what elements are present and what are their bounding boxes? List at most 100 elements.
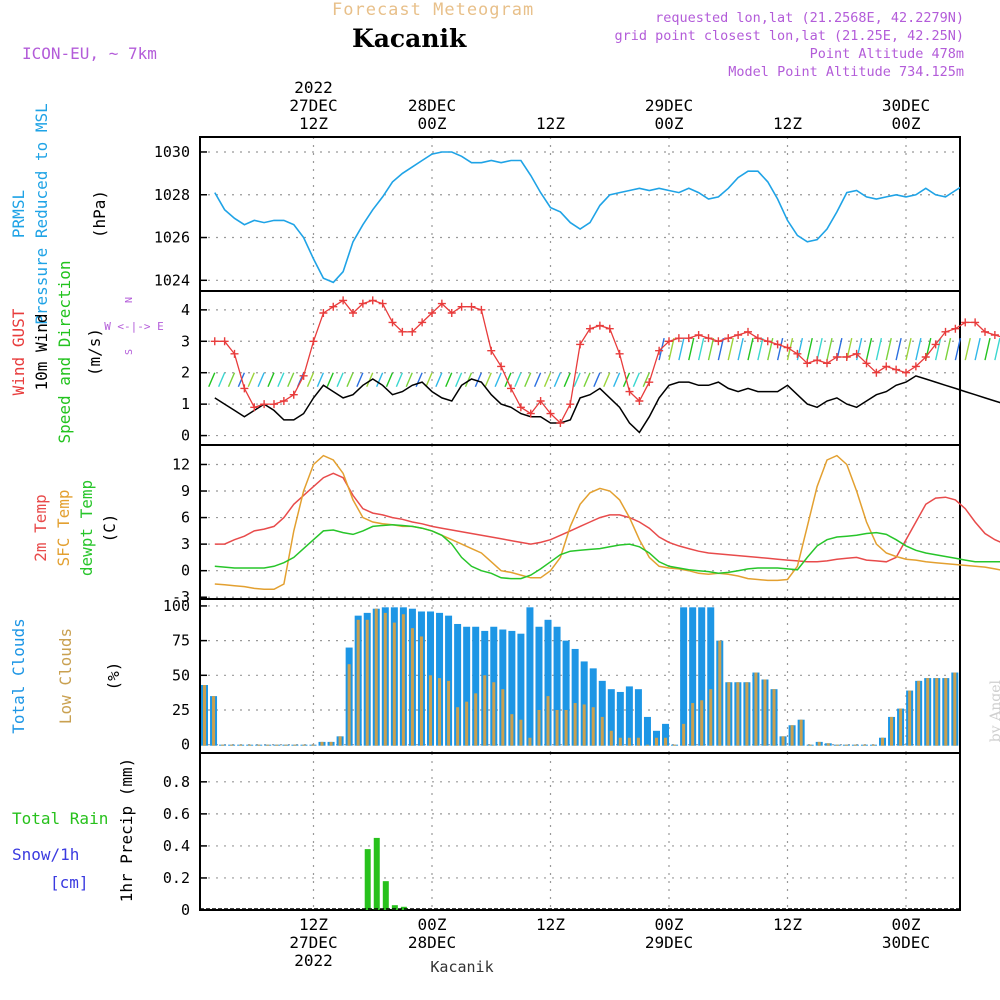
total-clouds-bar [625,686,633,746]
wind-gust-point [526,409,535,418]
wind-unit-label: (m/s) [85,328,104,376]
wind-arrow [964,337,971,361]
wind-gust-point [477,305,486,314]
total-clouds-bar [517,633,525,746]
wind-gust-point [981,327,989,336]
low-clouds-bar [203,685,206,746]
wind-gust-point [684,334,693,343]
wind-arrow [642,372,650,387]
wind-speed-line [214,375,1000,434]
low-clouds-bar [239,744,243,746]
total-clouds-bar [535,626,543,746]
low-clouds-bar [401,614,405,746]
wind-gust-point [289,390,298,399]
wind-gust-point [763,337,772,346]
temp-sfc-line [214,454,1000,591]
wind-arrow [885,337,892,361]
low-clouds-bar [953,672,957,746]
low-clouds-bar [284,744,288,746]
pressure-unit-label: (hPa) [90,190,109,238]
time-label-top: 28DEC [408,96,456,115]
low-clouds-bar [302,744,306,746]
low-clouds-bar [682,723,686,746]
temp-2m-line [214,472,1000,563]
low-clouds-bar [736,682,740,746]
temp-label-sfc: SFC Temp [54,489,73,566]
low-clouds-bar [212,696,216,746]
low-clouds-bar [447,680,451,746]
wind-gust-point [339,296,348,305]
low-clouds-bar [935,678,939,746]
rain-bar [373,837,380,910]
wind-gust-point [428,309,436,317]
wind-gust-point [862,359,871,368]
low-clouds-bar [700,700,704,746]
total-clouds-bar [499,629,507,746]
wind-gust-point [951,324,960,333]
wind-arrow [553,372,562,387]
low-clouds-bar [772,689,776,746]
total-clouds-bar [463,626,471,746]
low-clouds-bar [645,744,649,746]
precip-legend-rain: Total Rain [12,809,108,828]
total-clouds-bar [589,668,597,746]
wind-gust-point [892,365,901,374]
wind-gust-point [852,349,861,358]
wind-arrow [277,372,285,387]
clouds-frame [199,598,961,754]
wind-gust-point [753,334,762,343]
low-clouds-bar [745,682,749,746]
wind-gust-point [309,337,318,346]
low-clouds-bar [356,619,360,746]
direction-key-n: N [124,297,135,303]
temp-frame [199,444,961,600]
low-clouds-bar [537,709,541,746]
precip-axis-label: 1hr Precip (mm) [117,758,136,903]
wind-gust-point [665,337,673,346]
wind-gust-point [240,384,249,393]
low-clouds-bar [221,744,225,746]
model-altitude: Model Point Altitude 734.125m [728,64,964,80]
low-clouds-bar [582,704,586,746]
time-label-top: 12Z [299,114,328,133]
wind-gust-point [783,343,792,352]
rain-bar [364,849,371,910]
wind-arrow [267,372,275,387]
wind-arrow [697,337,705,361]
chart-title: Forecast Meteogram [332,0,535,20]
wind-arrow [776,337,784,361]
time-label-bottom: 12Z [773,915,802,934]
wind-arrow [494,372,502,387]
wind-gust-point [349,309,357,317]
precip-ytick-label: 0.8 [163,773,190,791]
wind-arrow [395,372,404,387]
total-clouds-bar [445,615,453,746]
wind-arrow [346,372,354,387]
wind-arrow [573,372,581,387]
wind-gust-point [516,403,525,412]
wind-arrow [865,337,873,361]
wind-gust-point [230,349,239,358]
wind-ytick-label: 4 [181,301,190,319]
rain-bar [391,905,398,910]
wind-gust-point [832,353,841,361]
temp-label-dewpt: dewpt Temp [77,480,96,576]
time-label-top: 29DEC [645,96,693,115]
wind-arrow [954,337,962,361]
wind-gust-point [724,334,733,343]
wind-gust-line [214,299,1000,425]
wind-gust-point [605,324,614,333]
low-clouds-bar [754,672,758,746]
low-clouds-bar [519,719,523,746]
wind-arrow [563,372,571,387]
wind-arrow [974,337,981,361]
clouds-ytick-label: 0 [181,736,190,754]
low-clouds-bar [275,744,279,746]
wind-gust-point [447,309,456,317]
rain-bar [400,906,407,910]
wind-arrow [603,372,611,387]
temp-ytick-label: 6 [181,509,190,527]
time-label-bottom: 00Z [892,915,921,934]
wind-frame [199,290,961,446]
